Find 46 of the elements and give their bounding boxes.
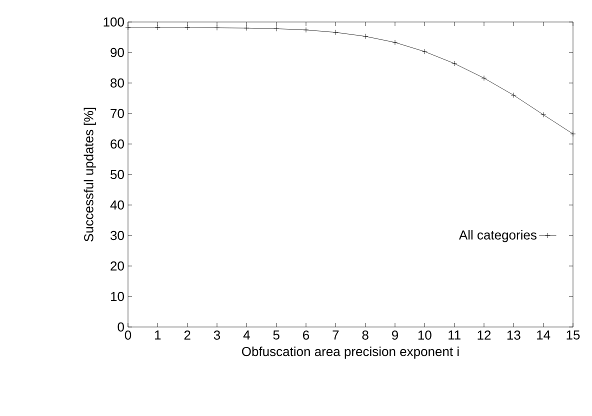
x-tick-label: 2: [184, 330, 190, 340]
point: [510, 92, 516, 98]
point: [303, 27, 309, 33]
x-tick-label: 9: [392, 330, 398, 340]
x-tick-label: 8: [362, 330, 368, 340]
y-tick-label: 10: [110, 292, 124, 302]
y-tick-label: 100: [104, 17, 124, 27]
point: [125, 24, 131, 30]
y-tick-label: 60: [110, 139, 124, 149]
x-tick-label: 4: [243, 330, 250, 340]
x-tick-label: 12: [478, 330, 491, 340]
point: [452, 60, 458, 66]
legend-label: All categories: [458, 230, 536, 242]
point: [214, 25, 220, 30]
x-tick-label: 13: [507, 330, 520, 340]
point: [570, 131, 576, 137]
y-tick-label: 30: [110, 230, 124, 240]
y-tick-label: 50: [110, 170, 124, 180]
y-tick-label: 90: [110, 48, 124, 58]
x-tick-label: 7: [332, 330, 339, 340]
point: [154, 24, 160, 30]
point: [392, 40, 398, 46]
y-tick-label: 70: [110, 108, 124, 118]
y-tick-label: 0: [118, 322, 124, 332]
point: [540, 112, 546, 118]
x-tick-label: 6: [303, 330, 310, 340]
point: [184, 24, 190, 30]
y-tick-label: 80: [110, 78, 124, 88]
point: [422, 48, 428, 54]
x-tick-label: 15: [566, 330, 580, 340]
y-tick-label: 40: [110, 200, 124, 210]
point: [244, 25, 250, 31]
x-tick-label: 11: [448, 330, 460, 340]
x-tick-label: 1: [155, 330, 161, 340]
y-axis-title: Successful updates [%]: [84, 108, 96, 242]
x-axis-title: Obfuscation area precision exponent i: [242, 346, 459, 359]
point: [481, 75, 487, 81]
y-tick-label: 20: [110, 261, 124, 271]
x-tick-label: 10: [418, 330, 432, 340]
x-tick-label: 0: [124, 330, 132, 340]
point: [274, 26, 280, 32]
point: [362, 34, 368, 40]
point: [332, 30, 338, 36]
x-tick-label: 14: [537, 330, 550, 340]
x-tick-label: 5: [273, 330, 280, 340]
x-tick-label: 3: [214, 330, 220, 340]
